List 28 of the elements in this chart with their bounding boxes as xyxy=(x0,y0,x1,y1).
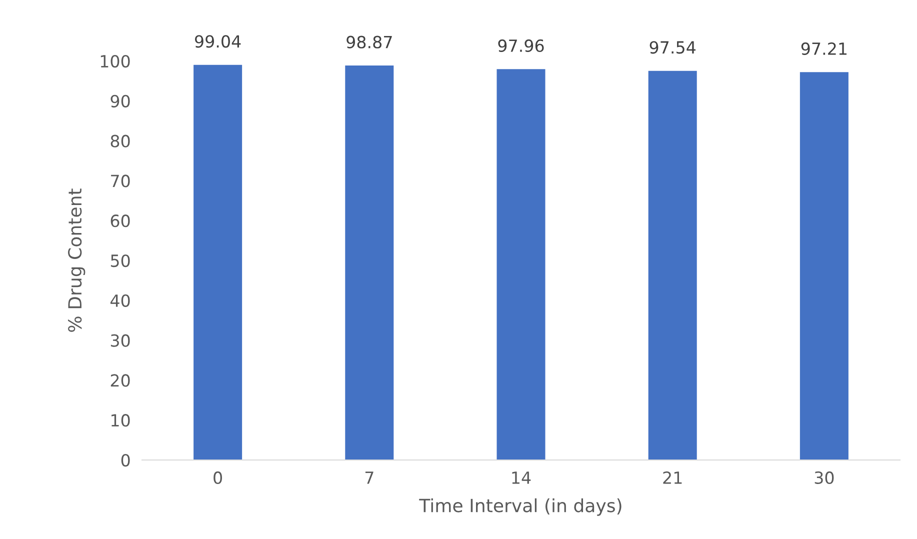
y-tick-label: 90 xyxy=(110,94,130,108)
y-tick-label: 80 xyxy=(110,134,130,148)
x-tick-label: 7 xyxy=(365,472,374,484)
y-axis-title: % Drug Content xyxy=(68,188,86,332)
data-label: 97.96 xyxy=(498,39,544,52)
bar xyxy=(194,64,242,460)
y-tick-label: 0 xyxy=(121,454,130,467)
y-tick-label: 40 xyxy=(110,294,130,307)
y-tick-label: 50 xyxy=(110,254,130,268)
bar xyxy=(496,69,546,460)
y-tick-label: 10 xyxy=(112,414,130,427)
data-label: 97.54 xyxy=(650,41,696,54)
y-tick-label: 100 xyxy=(100,54,130,68)
data-label: 98.87 xyxy=(346,36,392,48)
x-tick-label: 14 xyxy=(512,472,531,484)
x-tick-label: 30 xyxy=(814,471,834,484)
bar xyxy=(648,70,697,460)
y-tick-label: 70 xyxy=(111,174,130,188)
x-tick-label: 0 xyxy=(214,471,222,484)
bar xyxy=(345,66,394,460)
x-axis-title: Time Interval (in days) xyxy=(419,498,622,516)
y-tick-label: 60 xyxy=(110,214,130,228)
data-label: 97.21 xyxy=(801,42,847,56)
y-tick-label: 20 xyxy=(110,374,130,387)
bar xyxy=(800,72,848,460)
x-tick-label: 21 xyxy=(663,471,682,484)
y-tick-label: 30 xyxy=(110,334,130,347)
data-label: 99.04 xyxy=(194,35,241,48)
